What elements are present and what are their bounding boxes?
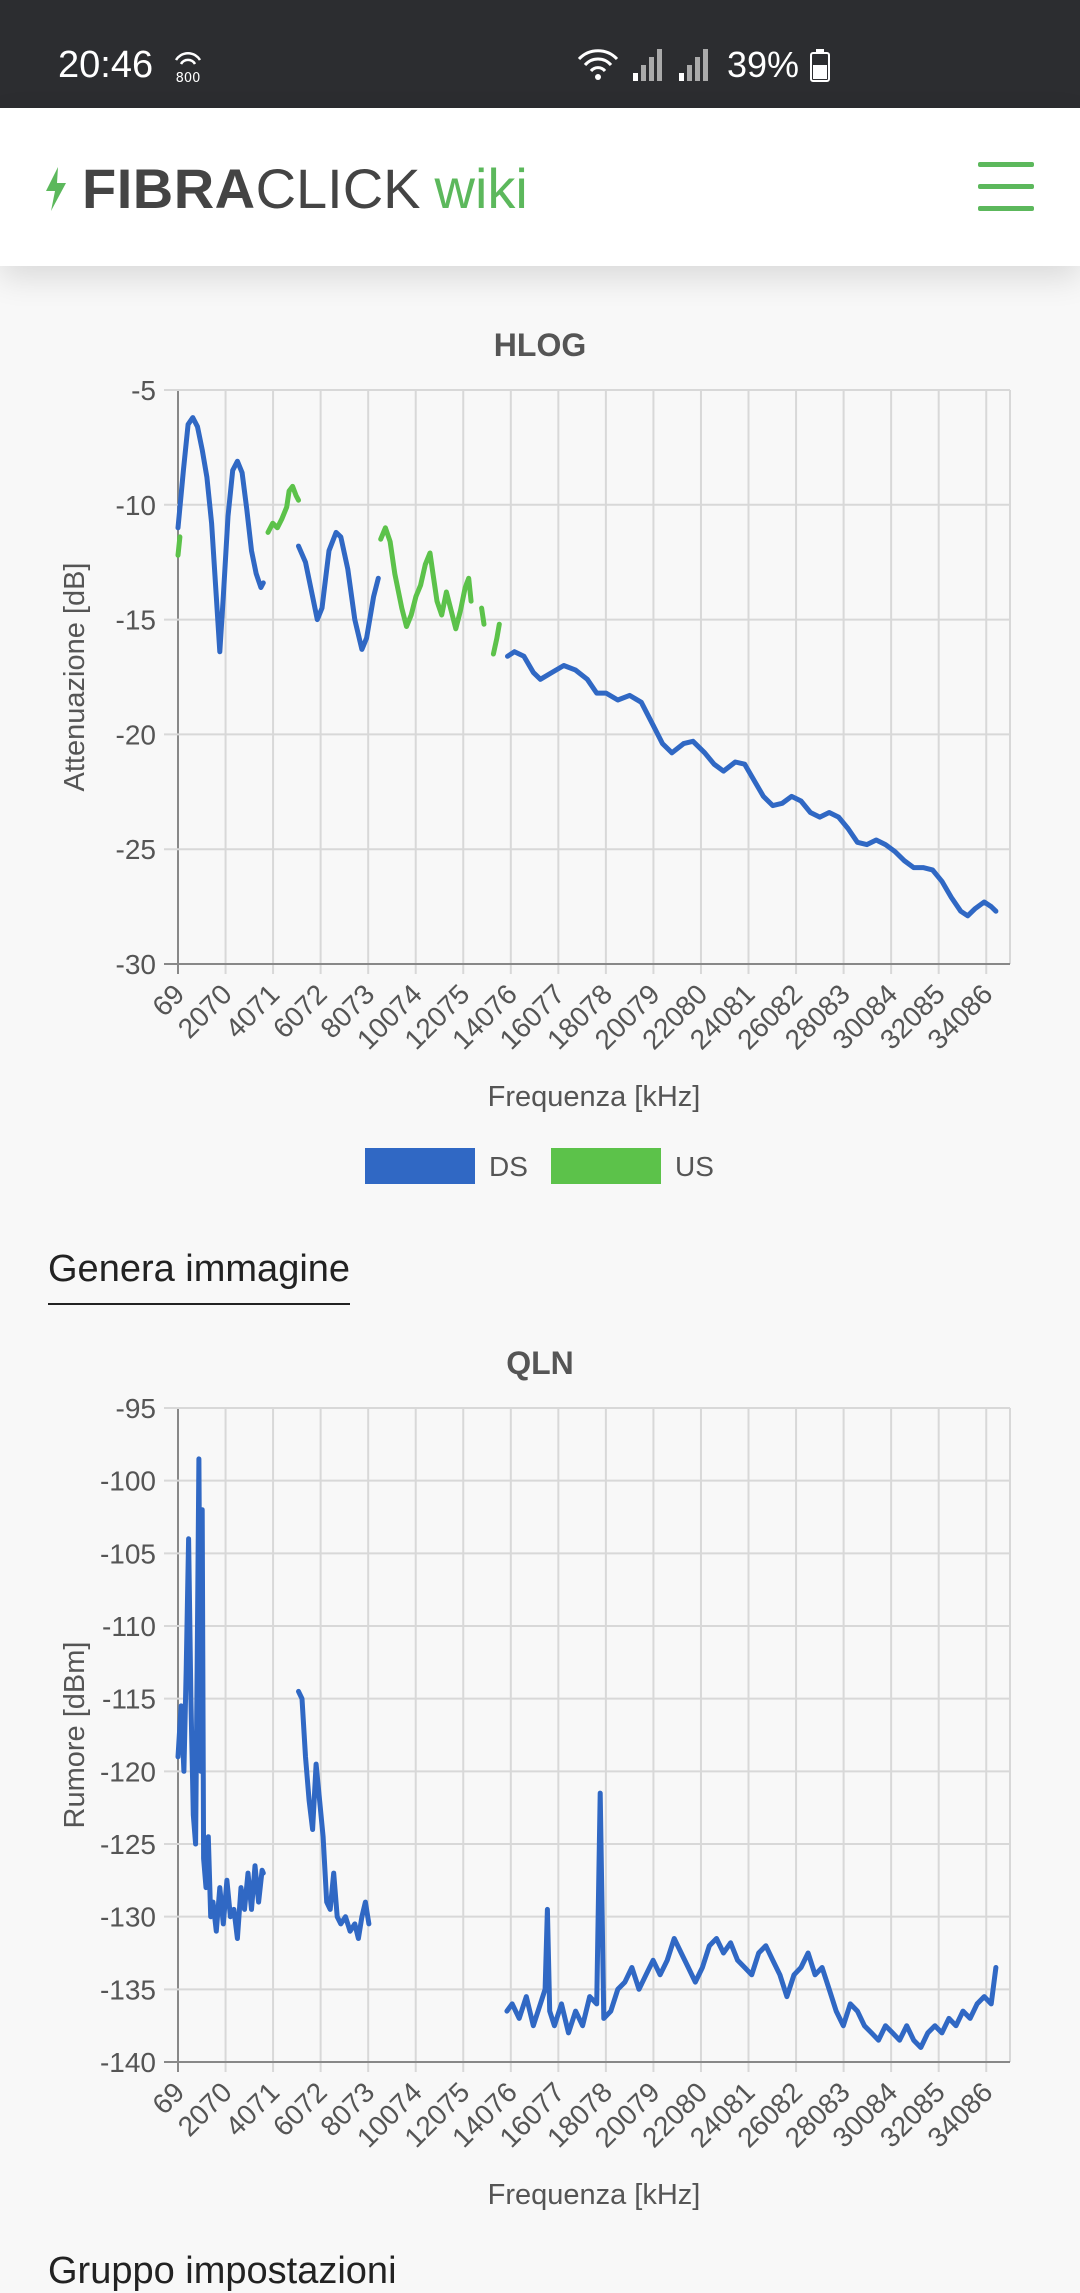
- legend-swatch-us: [551, 1148, 661, 1184]
- series-us-line: [479, 605, 487, 627]
- y-tick-label: -130: [100, 1902, 156, 1933]
- y-tick-label: -95: [116, 1393, 156, 1424]
- y-tick-label: -30: [116, 949, 156, 980]
- x-tick-label: 2070: [172, 2076, 238, 2142]
- network-indicator-icon: 800: [168, 46, 208, 91]
- x-tick-label: 4071: [219, 978, 285, 1044]
- status-bar: 20:46 800 39%: [0, 0, 1080, 108]
- y-axis-label: Rumore [dBm]: [59, 1642, 91, 1829]
- series-us-line: [378, 525, 474, 632]
- brand-wiki: wiki: [434, 157, 528, 220]
- battery-percent: 39%: [727, 44, 800, 85]
- y-tick-label: -5: [131, 375, 156, 406]
- chart-title: HLOG: [494, 327, 586, 363]
- series-us-line: [175, 534, 183, 558]
- qln-chart: QLN 69 2070 4071 6072 8073 10074 12075 14076 1607…: [0, 1330, 1080, 2230]
- legend-swatch-ds: [365, 1148, 475, 1184]
- y-tick-label: -20: [116, 719, 156, 750]
- y-tick-label: -100: [100, 1466, 156, 1497]
- series-us-line: [265, 483, 301, 535]
- y-tick-label: -125: [100, 1829, 156, 1860]
- series-ds-line: [504, 1790, 999, 2050]
- series-ds-line: [175, 1456, 266, 1941]
- generate-image-link[interactable]: Genera immagine: [48, 1248, 351, 1305]
- y-tick-label: -105: [100, 1538, 156, 1569]
- y-tick-label: -140: [100, 2047, 156, 2078]
- x-axis-label: Frequenza [kHz]: [488, 2179, 701, 2211]
- next-section-title: Gruppo impostazioni: [48, 2250, 397, 2292]
- series-ds-line: [505, 649, 999, 919]
- network-badge: 800: [176, 71, 201, 86]
- y-tick-label: -115: [102, 1684, 156, 1715]
- x-tick-label: 2070: [172, 978, 238, 1044]
- x-tick-label: 6072: [267, 978, 333, 1044]
- bolt-icon: [46, 166, 66, 211]
- y-tick-label: -25: [116, 834, 156, 865]
- signal-icon: [633, 49, 662, 81]
- series-ds-line: [175, 415, 266, 655]
- site-logo[interactable]: FIBRA CLICK wiki: [44, 156, 528, 221]
- y-tick-label: -120: [100, 1756, 156, 1787]
- hlog-chart: HLOG 69 2070 4071 6072 8073 10074 12075 14076 160…: [0, 300, 1080, 1220]
- series-us-line: [490, 621, 502, 657]
- legend-label-us: US: [675, 1151, 714, 1182]
- y-tick-label: -110: [102, 1611, 156, 1642]
- brand-bold: FIBRA: [82, 157, 256, 220]
- brand-light: CLICK: [255, 157, 421, 220]
- clock: 20:46: [58, 44, 154, 86]
- y-tick-label: -10: [116, 490, 156, 521]
- y-tick-label: -15: [116, 605, 156, 636]
- battery-icon: [810, 49, 831, 82]
- x-tick-label: 4071: [219, 2076, 285, 2142]
- series-ds-line: [296, 1688, 372, 1941]
- wifi-icon: [577, 49, 619, 80]
- x-axis-label: Frequenza [kHz]: [488, 1081, 701, 1113]
- status-icons: 39%: [575, 44, 831, 86]
- x-tick-label: 6072: [267, 2076, 333, 2142]
- legend-label-ds: DS: [489, 1151, 528, 1182]
- series-ds-line: [296, 529, 381, 652]
- y-tick-label: -135: [100, 1974, 156, 2005]
- site-header: FIBRA CLICK wiki: [0, 108, 1080, 266]
- chart-title: QLN: [506, 1345, 574, 1381]
- y-axis-label: Attenuazione [dB]: [59, 563, 91, 792]
- hamburger-menu-button[interactable]: [978, 162, 1034, 212]
- signal-icon-2: [679, 49, 708, 81]
